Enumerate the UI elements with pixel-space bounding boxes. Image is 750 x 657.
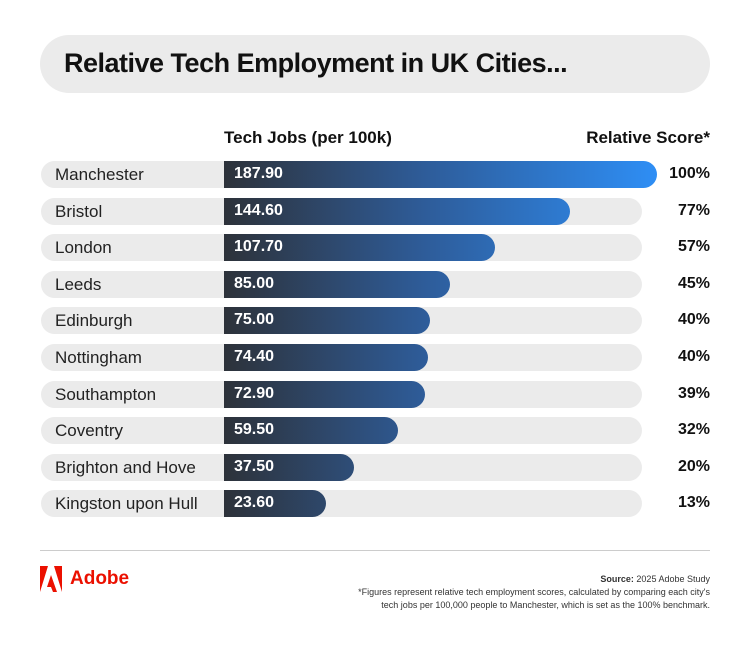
brand-name: Adobe (70, 568, 130, 589)
bar: 85.00 (224, 270, 450, 298)
city-label: Brighton and Hove (55, 457, 196, 477)
score-label: 77% (677, 201, 710, 219)
bar-row: Edinburgh 75.00 (41, 307, 642, 335)
score-header: Relative Score* (586, 128, 710, 147)
city-label: Kingston upon Hull (55, 494, 198, 514)
value-header: Tech Jobs (per 100k) (224, 128, 392, 147)
score-label: 20% (677, 457, 710, 475)
adobe-logo-icon (40, 566, 62, 592)
value-label: 59.50 (234, 421, 275, 439)
city-label: Manchester (55, 165, 144, 184)
score-label: 45% (677, 274, 710, 292)
city-label: Leeds (55, 274, 102, 294)
bar: 187.90 (224, 161, 657, 188)
score-label: 40% (677, 348, 710, 365)
value-label: 23.60 (234, 494, 275, 512)
source-note: Source: 2025 Adobe Study *Figures repres… (358, 573, 710, 612)
score-label: 32% (677, 421, 710, 439)
bar-row: Leeds 85.00 (41, 270, 642, 298)
value-label: 187.90 (234, 165, 283, 182)
source-text: 2025 Adobe Study (633, 574, 710, 584)
bar-row: Bristol 144.60 (41, 197, 642, 225)
chart-title: Relative Tech Employment in UK Cities... (64, 48, 568, 78)
bar: 144.60 (224, 197, 570, 225)
value-label: 144.60 (234, 201, 283, 219)
city-label: Southampton (55, 384, 157, 404)
city-label: Edinburgh (55, 311, 133, 331)
value-label: 85.00 (234, 274, 275, 292)
bar: 37.50 (224, 453, 355, 481)
adobe-logo: Adobe (40, 566, 129, 592)
city-label: London (55, 238, 112, 258)
bar-row: Nottingham 74.40 (41, 344, 642, 371)
value-label: 107.70 (234, 238, 283, 256)
bar-row: Southampton 72.90 (41, 380, 642, 408)
city-label: Coventry (55, 421, 124, 441)
source-label: Source: (600, 574, 634, 584)
divider (40, 550, 710, 551)
score-label: 100% (669, 165, 710, 182)
city-label: Bristol (55, 201, 103, 221)
score-label: 13% (677, 494, 710, 512)
footnote-line-1: *Figures represent relative tech employm… (358, 587, 710, 597)
city-label: Nottingham (55, 348, 142, 367)
bar-row: London 107.70 (41, 234, 642, 262)
bar-row: Brighton and Hove 37.50 (41, 453, 642, 481)
bar: 72.90 (224, 380, 426, 408)
score-label: 40% (677, 311, 710, 329)
bar-row: Manchester 187.90 (41, 161, 657, 188)
value-label: 75.00 (234, 311, 275, 329)
bar: 75.00 (224, 307, 430, 335)
bar: 59.50 (224, 417, 399, 445)
value-label: 74.40 (234, 348, 275, 365)
title-banner: Relative Tech Employment in UK Cities... (40, 35, 710, 93)
bar-row: Coventry 59.50 (41, 417, 642, 445)
footnote-line-2: tech jobs per 100,000 people to Manchest… (381, 600, 710, 610)
bar: 23.60 (224, 490, 327, 518)
bar-row: Kingston upon Hull 23.60 (41, 490, 642, 518)
value-label: 37.50 (234, 457, 275, 475)
score-label: 57% (677, 238, 710, 256)
bar: 107.70 (224, 234, 496, 262)
value-label: 72.90 (234, 384, 275, 402)
score-label: 39% (677, 384, 710, 402)
bar: 74.40 (224, 344, 429, 371)
